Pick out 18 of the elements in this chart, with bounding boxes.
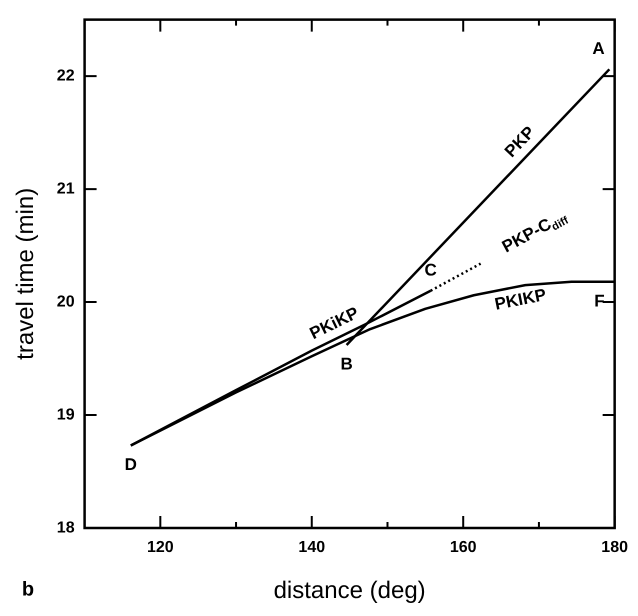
annotation: C xyxy=(424,260,437,280)
y-axis-title: travel time (min) xyxy=(12,188,40,360)
text: b xyxy=(22,578,34,601)
y-tick-label: 19 xyxy=(56,406,75,424)
text: PKIKP xyxy=(493,285,548,314)
y-tick-label: 18 xyxy=(56,519,75,536)
annotation: A xyxy=(592,39,605,58)
y-tick-label: 20 xyxy=(56,293,75,310)
x-tick-label: 180 xyxy=(601,539,628,556)
annotation: F xyxy=(594,291,605,310)
y-tick-label: 21 xyxy=(56,180,75,198)
y-tick-label: 22 xyxy=(56,67,75,84)
x-tick-label: 160 xyxy=(450,539,477,556)
annotation: D xyxy=(124,455,137,474)
x-tick-label: 120 xyxy=(146,539,174,556)
x-tick-label: 140 xyxy=(298,539,326,556)
annotation: B xyxy=(340,354,353,374)
x-axis-title: distance (deg) xyxy=(274,577,426,604)
